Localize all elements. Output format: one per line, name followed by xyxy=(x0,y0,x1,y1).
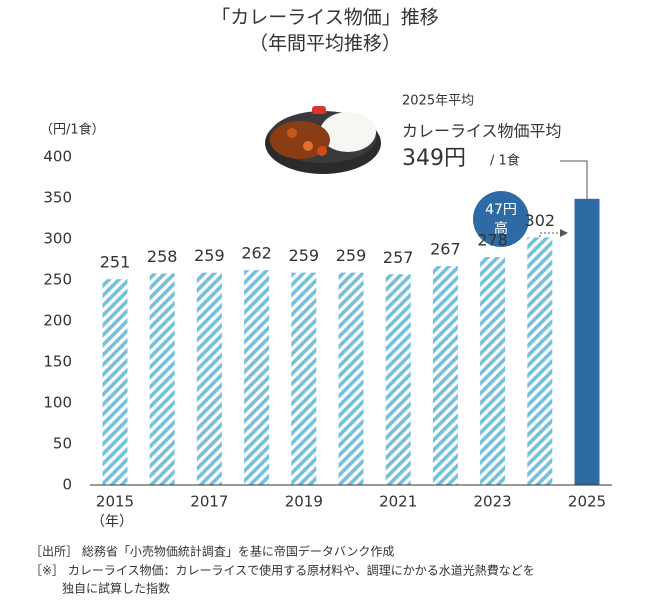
y-tick-label: 0 xyxy=(62,476,72,494)
note: ［※］ カレーライス物価：カレーライスで使用する原材料や、調理にかかる水道光熱費… xyxy=(30,563,535,578)
leader-line xyxy=(560,160,588,214)
y-tick-label: 300 xyxy=(43,230,72,248)
bar xyxy=(480,257,506,485)
bar xyxy=(244,270,270,485)
annotation-value: 349円 xyxy=(402,146,466,171)
x-tick-label: 2017 xyxy=(190,493,228,511)
annotation-unit: / 1食 xyxy=(490,153,520,169)
y-tick-label: 150 xyxy=(43,353,72,371)
value-label: 302 xyxy=(525,211,556,230)
value-label: 267 xyxy=(430,240,461,259)
y-tick-label: 250 xyxy=(43,271,72,289)
bar xyxy=(574,198,600,485)
difference-bubble xyxy=(473,191,529,247)
value-label: 259 xyxy=(336,246,367,265)
note: 独自に試算した指数 xyxy=(62,581,170,596)
value-label: 251 xyxy=(100,253,131,272)
bar xyxy=(432,266,458,485)
y-unit: （円/1食） xyxy=(40,122,105,138)
note: ［出所］ 総務省「小売物価統計調査」を基に帝国データバンク作成 xyxy=(30,544,394,559)
y-tick-label: 350 xyxy=(43,189,72,207)
bubble-text: 高 xyxy=(494,220,508,237)
y-tick-label: 100 xyxy=(43,394,72,412)
bar xyxy=(196,272,222,485)
bubble-text: 47円 xyxy=(485,202,517,218)
annotation-period: 2025年平均 xyxy=(402,94,474,109)
annotation-label: カレーライス物価平均 xyxy=(402,122,562,141)
chart-subtitle: （年間平均推移） xyxy=(249,33,401,55)
x-tick-label: 2025 xyxy=(568,493,606,511)
value-label: 257 xyxy=(383,248,414,267)
y-tick-label: 200 xyxy=(43,312,72,330)
x-tick-label: 2023 xyxy=(474,493,512,511)
y-tick-label: 400 xyxy=(43,148,72,166)
value-label: 259 xyxy=(194,246,225,265)
value-label: 258 xyxy=(147,247,178,266)
bar xyxy=(385,274,411,485)
curry-illustration xyxy=(265,106,381,174)
x-tick-label: 2015 xyxy=(96,493,134,511)
arrow-head xyxy=(560,229,568,237)
bar xyxy=(149,273,175,485)
value-label: 262 xyxy=(241,244,272,263)
value-label: 278 xyxy=(477,231,508,250)
bar xyxy=(527,237,553,485)
x-tick-label: 2019 xyxy=(285,493,323,511)
bar xyxy=(291,272,317,485)
x-unit: （年） xyxy=(91,514,133,530)
value-label: 259 xyxy=(289,246,320,265)
bar xyxy=(102,279,128,485)
bar xyxy=(338,272,364,485)
y-tick-label: 50 xyxy=(53,435,72,453)
x-tick-label: 2021 xyxy=(379,493,417,511)
chart-title: 「カレーライス物価」推移 xyxy=(211,7,438,29)
